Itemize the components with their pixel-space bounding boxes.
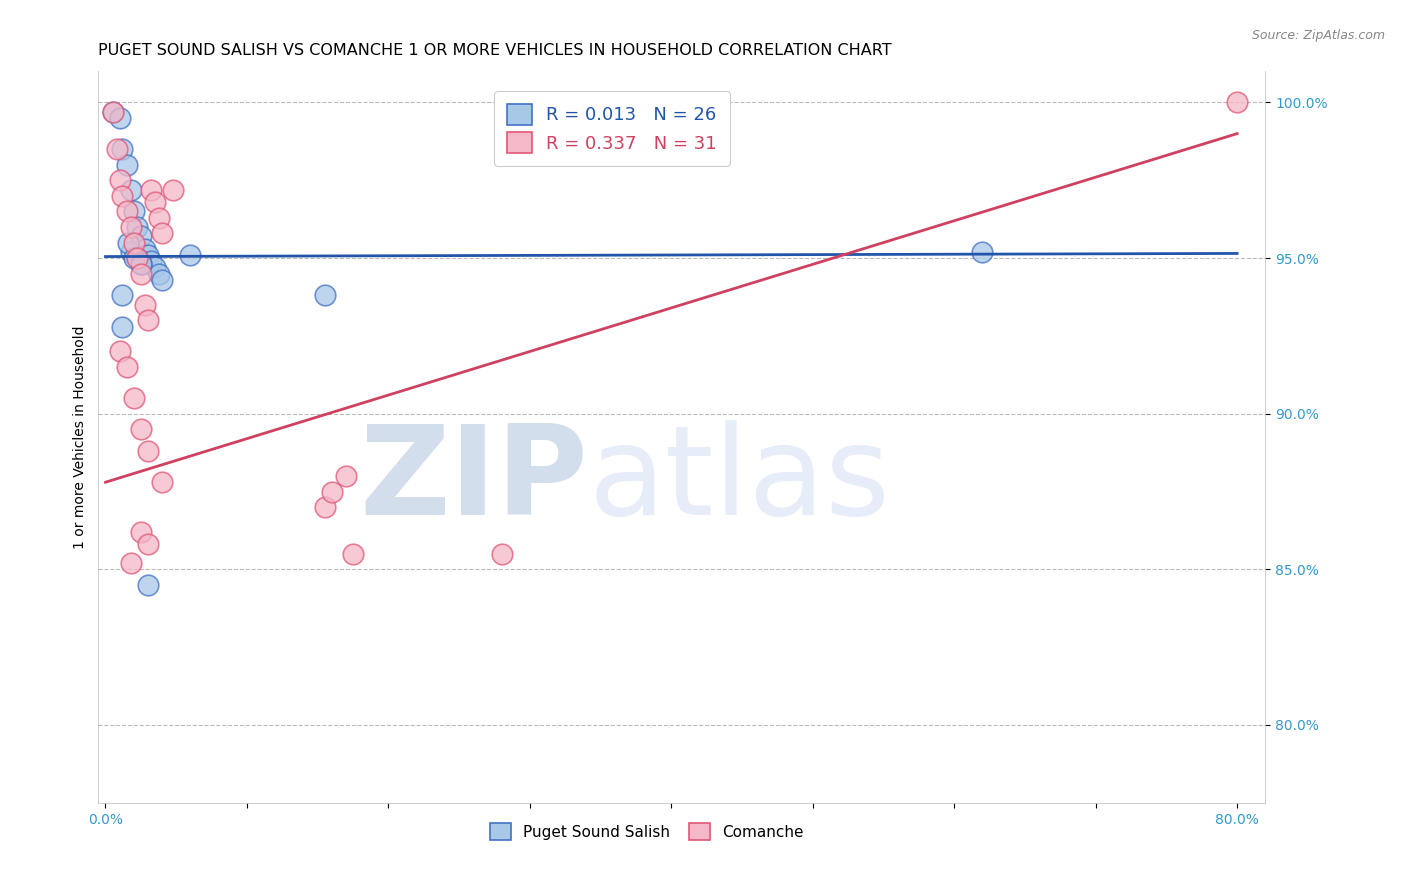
Point — [134, 298, 156, 312]
Point — [136, 313, 159, 327]
Point — [134, 242, 156, 256]
Point — [491, 547, 513, 561]
Point — [111, 189, 134, 203]
Point — [117, 235, 139, 250]
Point — [120, 556, 142, 570]
Point — [136, 578, 159, 592]
Point — [148, 267, 170, 281]
Point — [108, 111, 131, 125]
Point — [150, 226, 173, 240]
Point — [105, 142, 128, 156]
Point — [314, 288, 336, 302]
Point — [972, 244, 994, 259]
Point — [108, 344, 131, 359]
Point — [125, 219, 148, 234]
Point — [129, 257, 152, 271]
Point — [129, 422, 152, 436]
Point — [120, 183, 142, 197]
Point — [136, 444, 159, 458]
Point — [129, 267, 152, 281]
Point — [122, 251, 145, 265]
Point — [111, 142, 134, 156]
Y-axis label: 1 or more Vehicles in Household: 1 or more Vehicles in Household — [73, 326, 87, 549]
Point — [321, 484, 343, 499]
Point — [162, 183, 184, 197]
Point — [125, 251, 148, 265]
Point — [115, 359, 138, 374]
Point — [342, 547, 364, 561]
Point — [120, 244, 142, 259]
Point — [136, 248, 159, 262]
Text: ZIP: ZIP — [360, 420, 589, 541]
Legend: Puget Sound Salish, Comanche: Puget Sound Salish, Comanche — [484, 816, 810, 847]
Point — [101, 104, 124, 119]
Point — [111, 319, 134, 334]
Point — [314, 500, 336, 515]
Point — [148, 211, 170, 225]
Text: atlas: atlas — [589, 420, 890, 541]
Point — [120, 219, 142, 234]
Point — [129, 524, 152, 539]
Point — [143, 195, 166, 210]
Point — [122, 235, 145, 250]
Text: PUGET SOUND SALISH VS COMANCHE 1 OR MORE VEHICLES IN HOUSEHOLD CORRELATION CHART: PUGET SOUND SALISH VS COMANCHE 1 OR MORE… — [98, 43, 891, 58]
Point — [129, 229, 152, 244]
Point — [179, 248, 201, 262]
Point — [335, 469, 357, 483]
Point — [150, 475, 173, 490]
Point — [115, 204, 138, 219]
Point — [139, 254, 162, 268]
Point — [143, 260, 166, 275]
Point — [111, 288, 134, 302]
Point — [108, 173, 131, 187]
Point — [1226, 95, 1249, 110]
Point — [122, 204, 145, 219]
Point — [139, 183, 162, 197]
Point — [125, 251, 148, 265]
Point — [101, 104, 124, 119]
Point — [129, 257, 152, 271]
Point — [136, 537, 159, 551]
Point — [122, 391, 145, 405]
Point — [150, 273, 173, 287]
Point — [115, 158, 138, 172]
Text: Source: ZipAtlas.com: Source: ZipAtlas.com — [1251, 29, 1385, 42]
